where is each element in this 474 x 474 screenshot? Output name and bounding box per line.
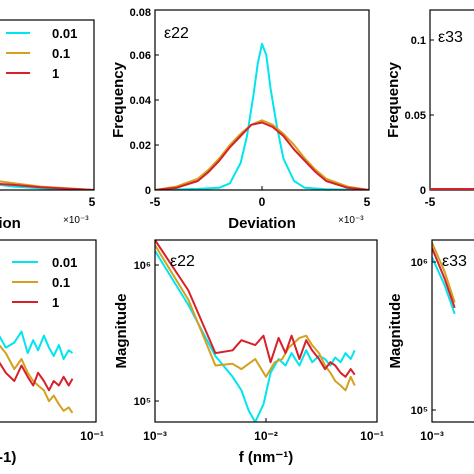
y-tick-label: 0.05 — [405, 110, 426, 122]
series-line-0.1 — [155, 119, 369, 190]
series-line-0.01 — [0, 330, 74, 360]
series-line-0.01 — [0, 183, 94, 190]
legend-label: 0.1 — [52, 46, 70, 61]
axes-box-bottom-right — [431, 239, 474, 423]
plot-lines-bottom-left — [0, 330, 74, 414]
y-tick-label: 10⁵ — [411, 405, 428, 417]
series-line-0.1 — [0, 344, 74, 414]
panel-annotation: ε33 — [442, 253, 467, 270]
x-axis-label: f (nm⁻¹) — [239, 449, 294, 466]
legend-label: 1 — [52, 295, 59, 310]
series-line-0.1 — [155, 244, 356, 392]
series-line-0.1 — [0, 180, 94, 190]
series-line-1 — [155, 240, 356, 378]
y-tick-label: 10⁶ — [411, 257, 428, 269]
x-tick-label: 10⁻¹ — [80, 429, 104, 443]
legend-label: 0.01 — [52, 255, 77, 270]
legend-label: 0.01 — [52, 26, 77, 41]
y-tick-label: 0.04 — [130, 95, 152, 107]
y-axis-label: Magnitude — [387, 294, 404, 369]
y-tick-label: 0.02 — [130, 140, 151, 152]
panel-bottom-middle: 10⁵ 10⁶ 10⁻³ 10⁻² 10⁻¹ f (nm⁻¹) Magnitud… — [113, 239, 384, 466]
y-axis-label: Magnitude — [113, 294, 130, 369]
axes-box-top-left — [0, 19, 95, 191]
series-line-0.01 — [432, 256, 456, 315]
panel-top-middle: 0 0.02 0.04 0.06 0.08 -5 0 5 Deviation ×… — [110, 7, 371, 232]
x-tick-label: 5 — [89, 195, 96, 209]
plot-lines-top-left — [0, 180, 94, 190]
plot-lines-bottom-right — [432, 242, 456, 315]
y-tick-label: 0 — [145, 185, 151, 197]
x-axis-label-fragment: ation — [0, 215, 21, 232]
y-tick-label: 10⁶ — [134, 260, 151, 272]
series-line-0.01 — [155, 250, 356, 422]
y-axis-label: Frequency — [385, 61, 402, 138]
series-line-1 — [0, 183, 94, 190]
x-multiplier: ×10⁻³ — [63, 215, 89, 226]
x-axis-label: Deviation — [228, 215, 296, 232]
x-tick-label: -5 — [425, 195, 436, 209]
x-tick-label: 10⁻¹ — [360, 429, 384, 443]
panel-annotation: ε33 — [438, 29, 463, 46]
y-axis-label: Frequency — [110, 61, 127, 138]
legend-label: 0.1 — [52, 275, 70, 290]
plot-lines-bottom-middle — [155, 240, 356, 422]
series-line-1 — [0, 361, 74, 392]
plot-lines-top-middle — [155, 42, 369, 190]
legend-bottom-left: 0.01 0.1 1 — [12, 255, 77, 310]
series-line-1 — [155, 121, 369, 190]
series-line-0.01 — [155, 42, 369, 190]
x-tick-label: 10⁻² — [254, 429, 278, 443]
series-line-0.1 — [432, 242, 456, 303]
x-tick-label: 10⁻³ — [143, 429, 167, 443]
y-tick-label: 0.08 — [130, 7, 151, 19]
y-tick-label: 0.06 — [130, 50, 151, 62]
x-tick-label: 0 — [259, 195, 266, 209]
x-axis-label-fragment: -1) — [0, 449, 16, 466]
panel-top-right: 0 0.05 0.1 -5 Frequency ε33 — [385, 9, 474, 209]
y-tick-label: 10⁵ — [134, 396, 151, 408]
axes-box-bottom-left — [0, 239, 97, 423]
panel-bottom-left: 10⁻¹ -1) 0.01 0.1 1 — [0, 239, 104, 466]
y-tick-label: 0 — [420, 185, 426, 197]
x-multiplier: ×10⁻³ — [338, 215, 364, 226]
x-tick-label: 5 — [364, 195, 371, 209]
y-tick-label: 0.1 — [411, 35, 426, 47]
y-ticks-top-middle — [155, 9, 159, 146]
panel-annotation: ε22 — [164, 25, 189, 42]
legend-top-left: 0.01 0.1 1 — [6, 26, 77, 81]
x-tick-label: -5 — [150, 195, 161, 209]
legend-label: 1 — [52, 66, 59, 81]
panel-annotation: ε22 — [170, 253, 195, 270]
series-line-1 — [432, 247, 456, 309]
x-tick-label: 10⁻³ — [420, 429, 444, 443]
panel-bottom-right: 10⁵ 10⁶ 10⁻³ Magnitude ε33 — [387, 239, 474, 443]
panel-top-left: 5 ation ×10⁻³ 0.01 0.1 1 — [0, 19, 96, 232]
